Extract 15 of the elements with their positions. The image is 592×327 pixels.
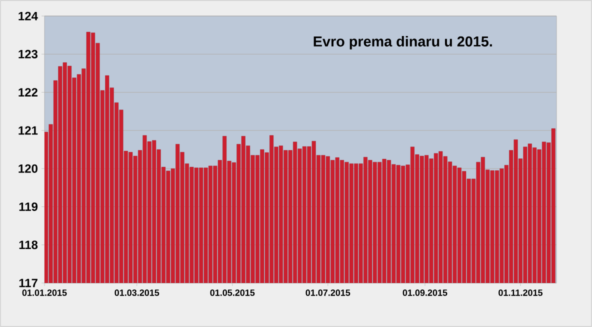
- text: Evro prema dinaru u 2015.: [314, 36, 492, 50]
- x-tick-label: 01.11.2015: [498, 290, 543, 296]
- y-tick-label: 119: [19, 202, 38, 211]
- x-tick-label: 01.09.2015: [402, 290, 448, 296]
- y-tick-label: 123: [18, 50, 38, 58]
- x-tick-label: 01.05.2015: [210, 290, 255, 296]
- y-tick-label: 124: [18, 12, 38, 20]
- y-tick-label: 121: [18, 126, 38, 135]
- y-tick-label: 117: [19, 278, 38, 288]
- x-tick-label: 01.03.2015: [114, 290, 160, 296]
- y-tick-label: 122: [18, 88, 38, 96]
- y-tick-label: 118: [19, 240, 38, 250]
- x-tick-label: 01.07.2015: [306, 290, 350, 296]
- y-tick-label: 120: [18, 164, 38, 173]
- x-tick-label: 01.01.2015: [22, 290, 67, 296]
